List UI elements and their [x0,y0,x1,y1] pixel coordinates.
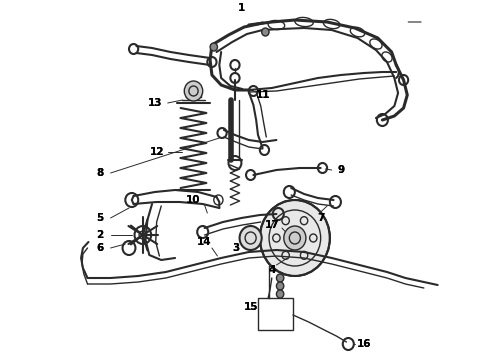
Circle shape [276,290,284,298]
Circle shape [240,226,262,250]
Bar [258,298,293,330]
Text: 5: 5 [96,213,103,223]
Text: 4: 4 [268,265,275,275]
Circle shape [276,282,284,290]
Circle shape [184,81,203,101]
Text: 3: 3 [232,243,240,253]
Text: 6: 6 [96,243,103,253]
Text: 16: 16 [357,339,371,349]
Text: 5: 5 [96,213,103,223]
Text: 17: 17 [265,220,279,230]
Circle shape [260,200,330,276]
Text: 17: 17 [265,220,279,230]
Text: 16: 16 [357,339,371,349]
Text: 2: 2 [96,230,103,240]
Text: 9: 9 [338,165,344,175]
Text: 15: 15 [244,302,258,312]
Text: 11: 11 [255,90,270,100]
Circle shape [284,226,306,250]
Text: 12: 12 [149,147,164,157]
Circle shape [262,28,269,36]
Text: 14: 14 [197,237,212,247]
Text: 7: 7 [317,213,324,223]
Text: 13: 13 [147,98,162,108]
Circle shape [210,43,218,51]
Text: 15: 15 [244,302,258,312]
Text: 12: 12 [149,147,164,157]
Text: 14: 14 [197,237,212,247]
Text: 4: 4 [268,265,275,275]
Text: 8: 8 [96,168,103,178]
Text: 7: 7 [317,213,324,223]
Text: 6: 6 [96,243,103,253]
Text: 3: 3 [232,243,240,253]
Text: 9: 9 [338,165,344,175]
Circle shape [276,274,284,282]
Text: 8: 8 [96,168,103,178]
Text: 10: 10 [186,195,201,205]
Text: 13: 13 [147,98,162,108]
Text: 2: 2 [96,230,103,240]
Text: 10: 10 [186,195,201,205]
Text: 1: 1 [238,3,245,13]
Text: 1: 1 [238,3,245,13]
Text: 11: 11 [255,90,270,100]
